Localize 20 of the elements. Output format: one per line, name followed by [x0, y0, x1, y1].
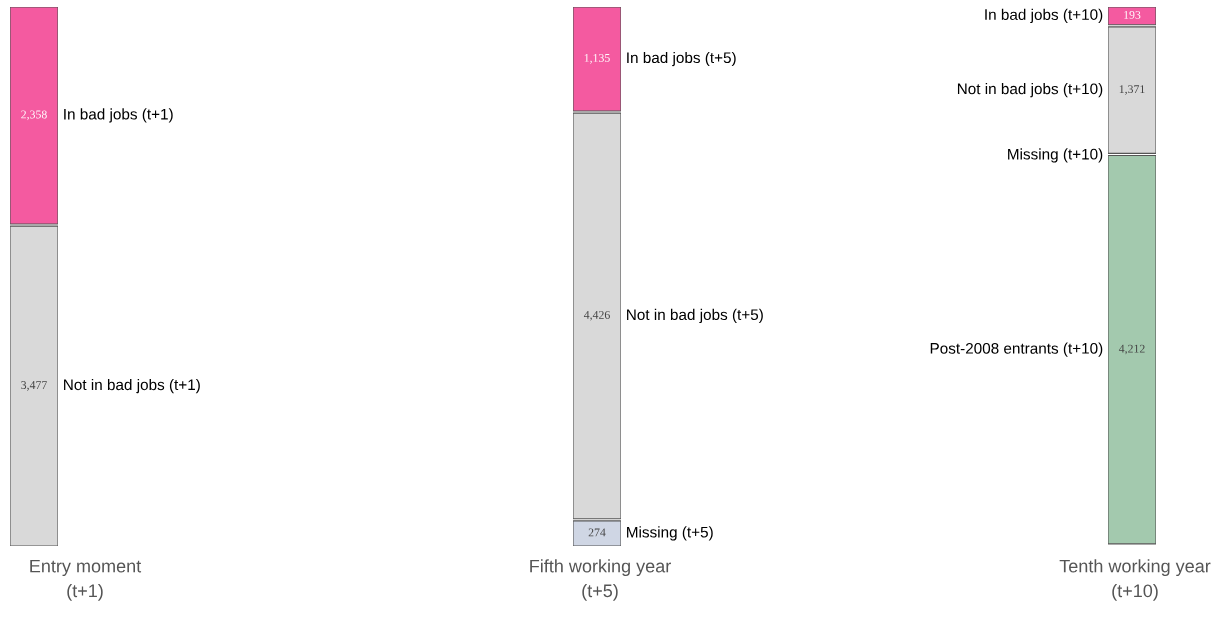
category-label: Missing (t+10) — [1008, 148, 1103, 163]
text: Entry moment (t+1) — [30, 559, 142, 601]
category-label: Not in bad jobs (t+10) — [957, 83, 1103, 98]
data-label: 1,135 — [584, 54, 610, 64]
category-label: In bad jobs (t+5) — [627, 51, 736, 67]
category-label: Not in bad jobs (t+5) — [627, 308, 763, 324]
data-label: 4,426 — [583, 310, 610, 321]
text: Fifth working year (t+5) — [530, 559, 671, 601]
data-label: 2,358 — [21, 110, 47, 121]
category-label: In bad jobs (t+1) — [64, 108, 173, 123]
data-label: 1,371 — [1119, 85, 1145, 95]
data-label: 3,477 — [21, 381, 47, 391]
category-label: In bad jobs (t+10) — [985, 8, 1103, 24]
category-label: Post-2008 entrants (t+10) — [930, 342, 1103, 357]
category-label: Not in bad jobs (t+1) — [64, 378, 200, 394]
data-label: 4,212 — [1118, 344, 1145, 355]
data-label: 193 — [1124, 10, 1141, 19]
data-label: 274 — [588, 528, 606, 537]
category-label: Missing (t+5) — [627, 526, 713, 541]
text: Tenth working year (t+10) — [1059, 559, 1211, 601]
